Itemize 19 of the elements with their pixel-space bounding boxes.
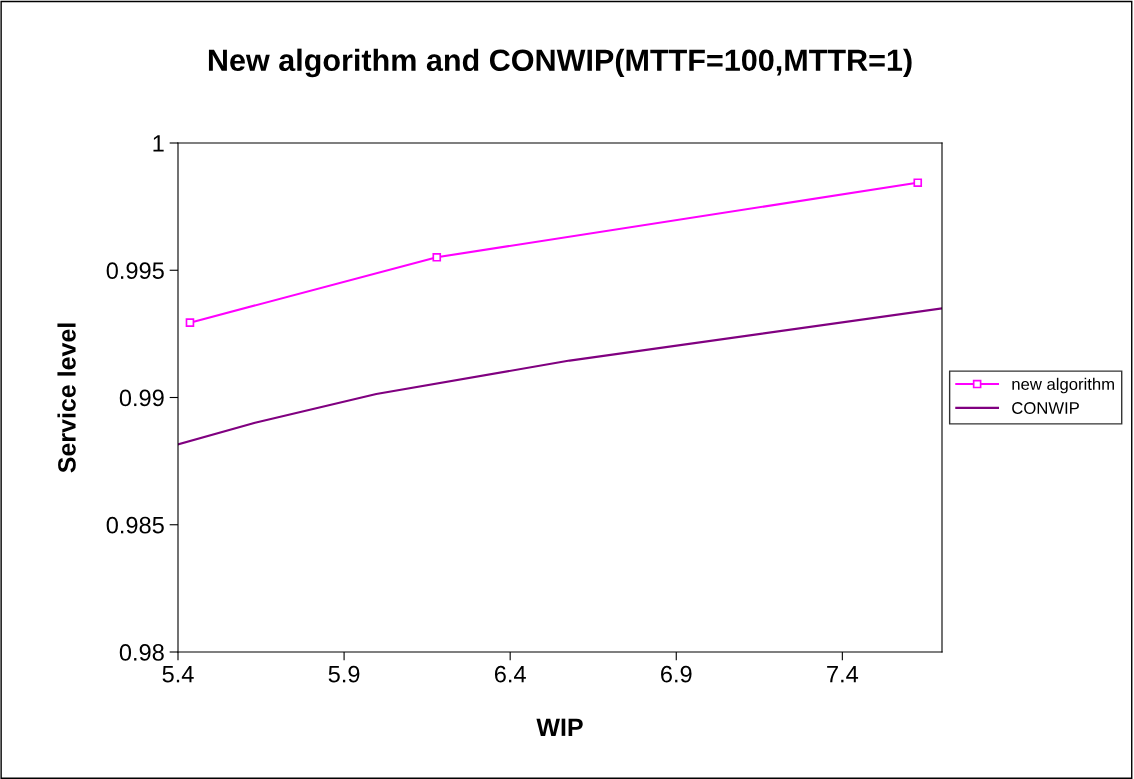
point — [185, 318, 195, 327]
x-tick-label: 5.4 — [162, 666, 194, 683]
x-tick-label: 7.4 — [827, 666, 859, 683]
point — [913, 178, 923, 188]
y-tick-label: 0.98 — [119, 644, 164, 661]
x-tick-label: 5.9 — [328, 665, 360, 683]
x-axis-title: WIP — [536, 718, 583, 736]
line-series — [178, 307, 942, 446]
y-tick-label: 1 — [153, 135, 164, 152]
y-tick-label: 0.985 — [106, 516, 164, 534]
point — [432, 252, 442, 262]
y-axis-title: Service level — [57, 323, 76, 473]
x-tick-label: 6.4 — [494, 665, 526, 683]
chart-title: New algorithm and CONWIP(MTTF=100,MTTR=1) — [208, 48, 912, 78]
legend-label: new algorithm — [1012, 377, 1114, 394]
legend-label: CONWIP — [1012, 402, 1079, 414]
y-tick-label: 0.99 — [119, 389, 164, 407]
x-tick-label: 6.9 — [661, 665, 692, 683]
y-tick-label: 0.995 — [106, 262, 164, 280]
